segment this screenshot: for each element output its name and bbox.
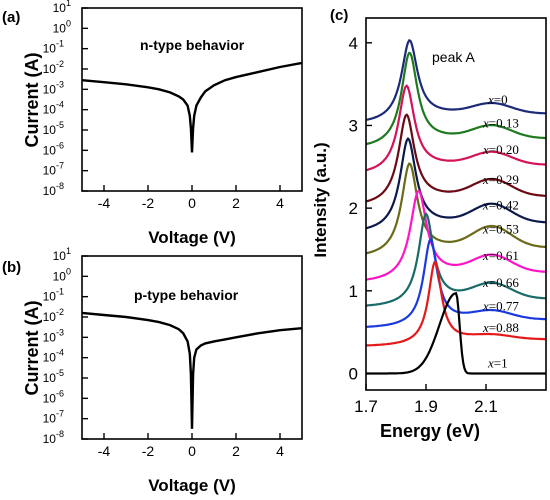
series-label: x=0.20: [482, 142, 519, 157]
panel-a-y-axis-label: Current (A): [22, 53, 42, 148]
panel-b-annotation: p-type behavior: [134, 287, 239, 303]
panel-c-y-axis-label: Intensity (a.u.): [311, 142, 330, 257]
series-label: x=0.77: [482, 298, 519, 313]
spectrum-line: [365, 212, 547, 307]
spectrum-line: [365, 260, 546, 347]
y-tick-label: 10-6: [43, 388, 64, 405]
x-tick-label: -2: [142, 443, 155, 459]
panel-a-x-ticks: -4 -2 0 2 4: [98, 185, 284, 211]
panel-c-frame: [365, 17, 547, 391]
y-tick-label: 10-3: [43, 327, 64, 344]
panel-a: (a) 10110010-110-210-310-410-510-610-710…: [2, 0, 303, 247]
panel-c-spectra: [365, 39, 547, 375]
y-tick-label: 10-6: [43, 140, 64, 157]
x-tick-label: 1.9: [414, 397, 438, 416]
x-tick-label: 2: [232, 195, 240, 211]
y-tick-label: 10-8: [43, 429, 64, 446]
panel-b-x-ticks: -4 -2 0 2 4: [98, 433, 284, 459]
panel-c-series-labels: x=0 x=0.13 x=0.20 x=0.29 x=0.42 x=0.53 x=0.61 x…: [482, 92, 519, 371]
x-tick-label: 1.7: [354, 397, 378, 416]
panel-b: (b) 10110010-110-210-310-410-510-610-710…: [2, 246, 303, 495]
panel-c-label: (c): [330, 7, 348, 24]
y-tick-label: 10-7: [43, 161, 64, 178]
x-tick-label: -2: [142, 195, 155, 211]
y-tick-label: 4: [349, 34, 358, 53]
x-tick-label: 2.1: [474, 397, 498, 416]
y-tick-label: 10-8: [43, 181, 64, 198]
y-tick-label: 10-5: [43, 368, 64, 385]
y-tick-label: 10-4: [43, 348, 64, 365]
panel-c-y-ticks: 0 1 2 3 4: [349, 34, 372, 383]
series-label: x=0.29: [482, 172, 519, 187]
y-tick-label: 10-1: [43, 287, 64, 304]
y-tick-label: 10-7: [43, 409, 64, 426]
spectrum-line: [365, 189, 547, 281]
panel-a-x-axis-label: Voltage (V): [148, 228, 236, 247]
panel-b-label: (b): [2, 259, 21, 276]
spectrum-line: [365, 51, 546, 146]
panel-b-y-ticks: 101 100 10-1 10-2 10-3 10-4 10-5 10-6 10-7 10-8: [43, 246, 88, 446]
y-tick-label: 10-5: [43, 120, 64, 137]
x-tick-label: 0: [188, 443, 196, 459]
spectrum-line: [365, 162, 547, 255]
y-tick-label: 10-2: [43, 307, 64, 324]
y-tick-label: 2: [349, 199, 358, 218]
y-tick-label: 0: [349, 364, 358, 383]
panel-c-x-ticks: 1.7 1.9 2.1: [354, 384, 498, 416]
panel-a-iv-curve: [81, 61, 303, 153]
panel-c-annotation: peak A: [432, 49, 475, 65]
y-tick-label: 3: [349, 116, 358, 135]
y-tick-label: 1: [349, 282, 358, 301]
series-label: x=0.66: [482, 275, 519, 290]
y-tick-label: 10-2: [43, 59, 64, 76]
panel-a-y-ticks: 101 100 10-1 10-2 10-3 10-4 10-5 10-6 10-7 10-8: [43, 0, 88, 198]
x-tick-label: 2: [232, 443, 240, 459]
x-tick-label: -4: [98, 195, 111, 211]
spectrum-line: [365, 113, 546, 203]
x-tick-label: 0: [188, 195, 196, 211]
spectrum-line: [366, 292, 546, 375]
series-label: x=0.42: [482, 198, 519, 213]
y-tick-label: 10-4: [43, 100, 64, 117]
y-tick-label: 101: [53, 0, 71, 15]
series-label: x=0.53: [482, 222, 519, 237]
series-label: x=0.13: [482, 116, 519, 131]
spectrum-line: [366, 237, 546, 328]
spectrum-line: [365, 84, 546, 172]
panel-a-label: (a): [2, 9, 20, 26]
panel-a-annotation: n-type behavior: [140, 37, 245, 53]
panel-c-x-axis-label: Energy (eV): [380, 421, 480, 441]
panel-b-y-axis-label: Current (A): [22, 301, 42, 396]
y-tick-label: 101: [53, 246, 71, 263]
series-label: x=1: [487, 355, 508, 370]
panel-c: (c) 0 1 2 3 4 1.7 1.9 2.1 x=0 x=0.13 x=0.20 x=0.2…: [311, 7, 547, 441]
series-label: x=0: [487, 92, 508, 107]
panel-a-frame: [81, 7, 303, 192]
series-label: x=0.88: [482, 320, 519, 335]
y-tick-label: 100: [53, 266, 71, 283]
x-tick-label: 4: [276, 195, 284, 211]
spectrum-line: [365, 137, 547, 230]
panel-b-iv-curve: [81, 311, 303, 429]
y-tick-label: 10-1: [43, 39, 64, 56]
spectrum-line: [365, 39, 546, 121]
y-tick-label: 100: [53, 18, 71, 35]
x-tick-label: 4: [276, 443, 284, 459]
y-tick-label: 10-3: [43, 79, 64, 96]
panel-b-x-axis-label: Voltage (V): [148, 476, 236, 495]
series-label: x=0.61: [482, 248, 519, 263]
x-tick-label: -4: [98, 443, 111, 459]
